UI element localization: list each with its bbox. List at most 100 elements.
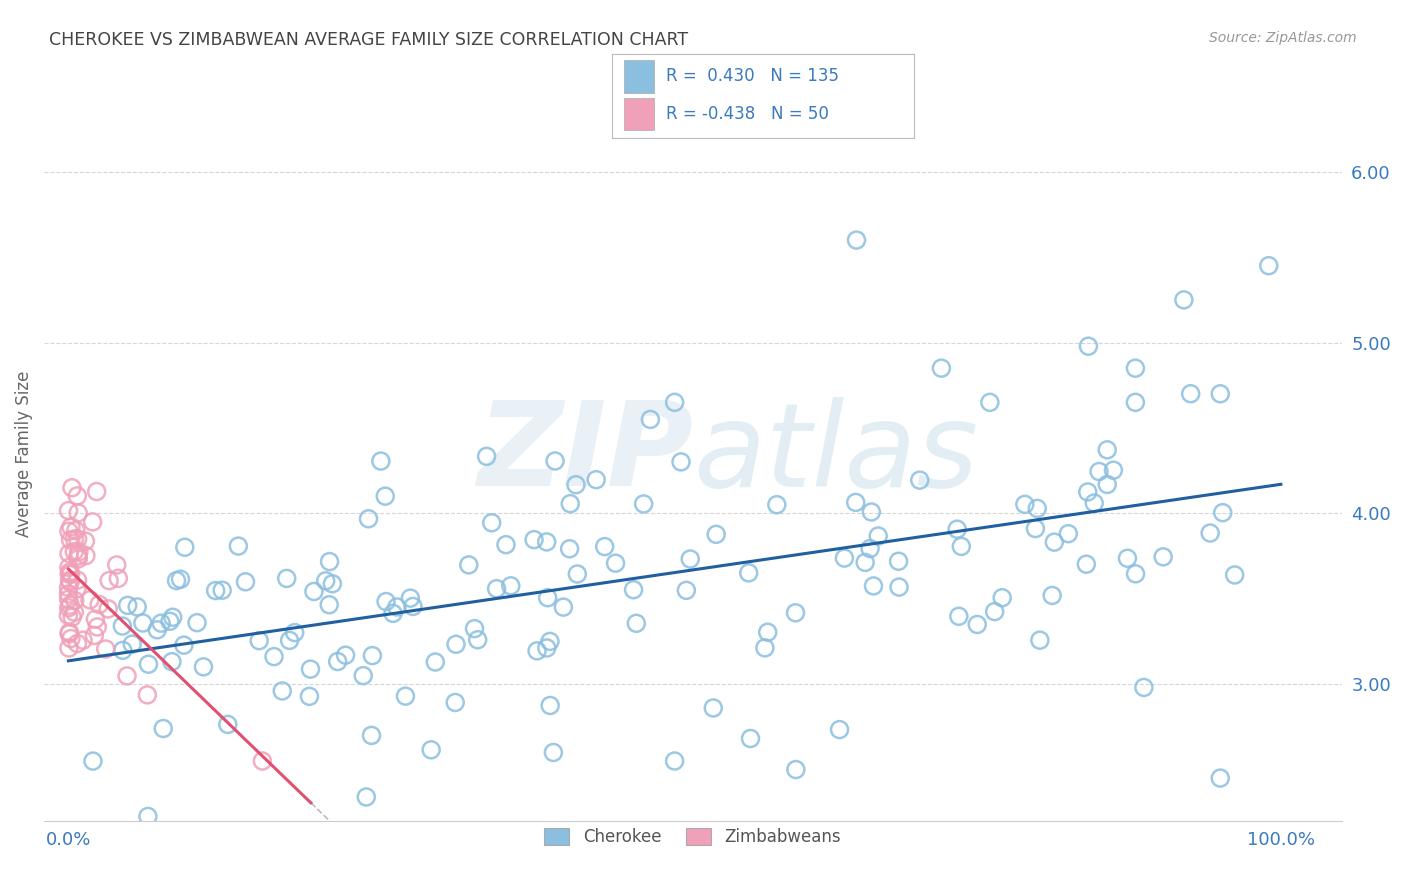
Point [538, 634, 561, 648]
Point [67, 549, 90, 563]
Point [302, 584, 325, 599]
Point [475, 450, 498, 464]
Point [481, 516, 503, 530]
Point [948, 609, 970, 624]
Point [567, 566, 589, 581]
Point [623, 582, 645, 597]
Point [146, 623, 169, 637]
Point [633, 497, 655, 511]
Point [65, 524, 87, 538]
Point [136, 688, 159, 702]
Point [58, 625, 80, 640]
Point [537, 591, 560, 605]
Point [82, 515, 104, 529]
Point [887, 554, 910, 568]
Point [785, 763, 807, 777]
Point [67, 506, 90, 520]
Point [675, 583, 697, 598]
Point [84, 612, 107, 626]
Point [1125, 395, 1147, 409]
Point [63, 593, 86, 607]
Point [59, 520, 82, 534]
Point [136, 809, 159, 823]
Point [1152, 549, 1174, 564]
Point [315, 574, 337, 588]
Point [738, 566, 761, 580]
Point [526, 644, 548, 658]
Point [1199, 526, 1222, 541]
Point [58, 627, 80, 641]
Point [565, 477, 588, 491]
Point [204, 583, 226, 598]
Point [931, 361, 953, 376]
Point [756, 625, 779, 640]
Point [402, 599, 425, 614]
Point [121, 637, 143, 651]
Point [1057, 526, 1080, 541]
Point [357, 512, 380, 526]
Point [399, 591, 422, 606]
Text: Source: ZipAtlas.com: Source: ZipAtlas.com [1209, 31, 1357, 45]
Point [495, 538, 517, 552]
Point [1029, 633, 1052, 648]
Point [1257, 259, 1279, 273]
Point [908, 473, 931, 487]
Point [58, 567, 80, 582]
Point [361, 648, 384, 663]
Point [1077, 339, 1099, 353]
Point [640, 412, 662, 426]
Point [58, 587, 80, 601]
Point [1223, 568, 1246, 582]
Point [162, 610, 184, 624]
Point [845, 233, 868, 247]
Point [605, 556, 627, 570]
Point [979, 395, 1001, 409]
Point [66, 582, 89, 596]
Point [1040, 589, 1063, 603]
Point [626, 616, 648, 631]
Point [859, 541, 882, 556]
Point [247, 633, 270, 648]
Text: R = -0.438   N = 50: R = -0.438 N = 50 [666, 104, 830, 123]
Point [1026, 501, 1049, 516]
Point [702, 701, 724, 715]
Point [1173, 293, 1195, 307]
Point [107, 571, 129, 585]
Point [59, 574, 82, 589]
Point [1024, 522, 1046, 536]
Point [59, 565, 82, 579]
Point [159, 615, 181, 629]
Point [59, 632, 82, 646]
Point [276, 571, 298, 585]
Point [679, 552, 702, 566]
Y-axis label: Average Family Size: Average Family Size [15, 370, 32, 537]
Point [105, 558, 128, 572]
Point [499, 579, 522, 593]
Point [593, 540, 616, 554]
Point [278, 633, 301, 648]
Point [127, 599, 149, 614]
Point [58, 574, 80, 588]
Point [63, 532, 86, 546]
Text: atlas: atlas [693, 397, 977, 510]
Point [382, 607, 405, 621]
Point [59, 598, 82, 612]
Point [63, 544, 86, 558]
Text: R =  0.430   N = 135: R = 0.430 N = 135 [666, 68, 839, 86]
Bar [624, 61, 654, 93]
Text: CHEROKEE VS ZIMBABWEAN AVERAGE FAMILY SIZE CORRELATION CHART: CHEROKEE VS ZIMBABWEAN AVERAGE FAMILY SI… [49, 31, 689, 49]
Point [523, 533, 546, 547]
Point [385, 599, 408, 614]
Point [828, 723, 851, 737]
Point [58, 608, 80, 623]
Point [111, 643, 134, 657]
Point [66, 489, 89, 503]
Point [318, 598, 340, 612]
Point [60, 481, 83, 495]
Point [394, 689, 416, 703]
Point [1102, 463, 1125, 477]
Point [664, 395, 686, 409]
Point [785, 606, 807, 620]
Point [1014, 497, 1036, 511]
Point [86, 484, 108, 499]
